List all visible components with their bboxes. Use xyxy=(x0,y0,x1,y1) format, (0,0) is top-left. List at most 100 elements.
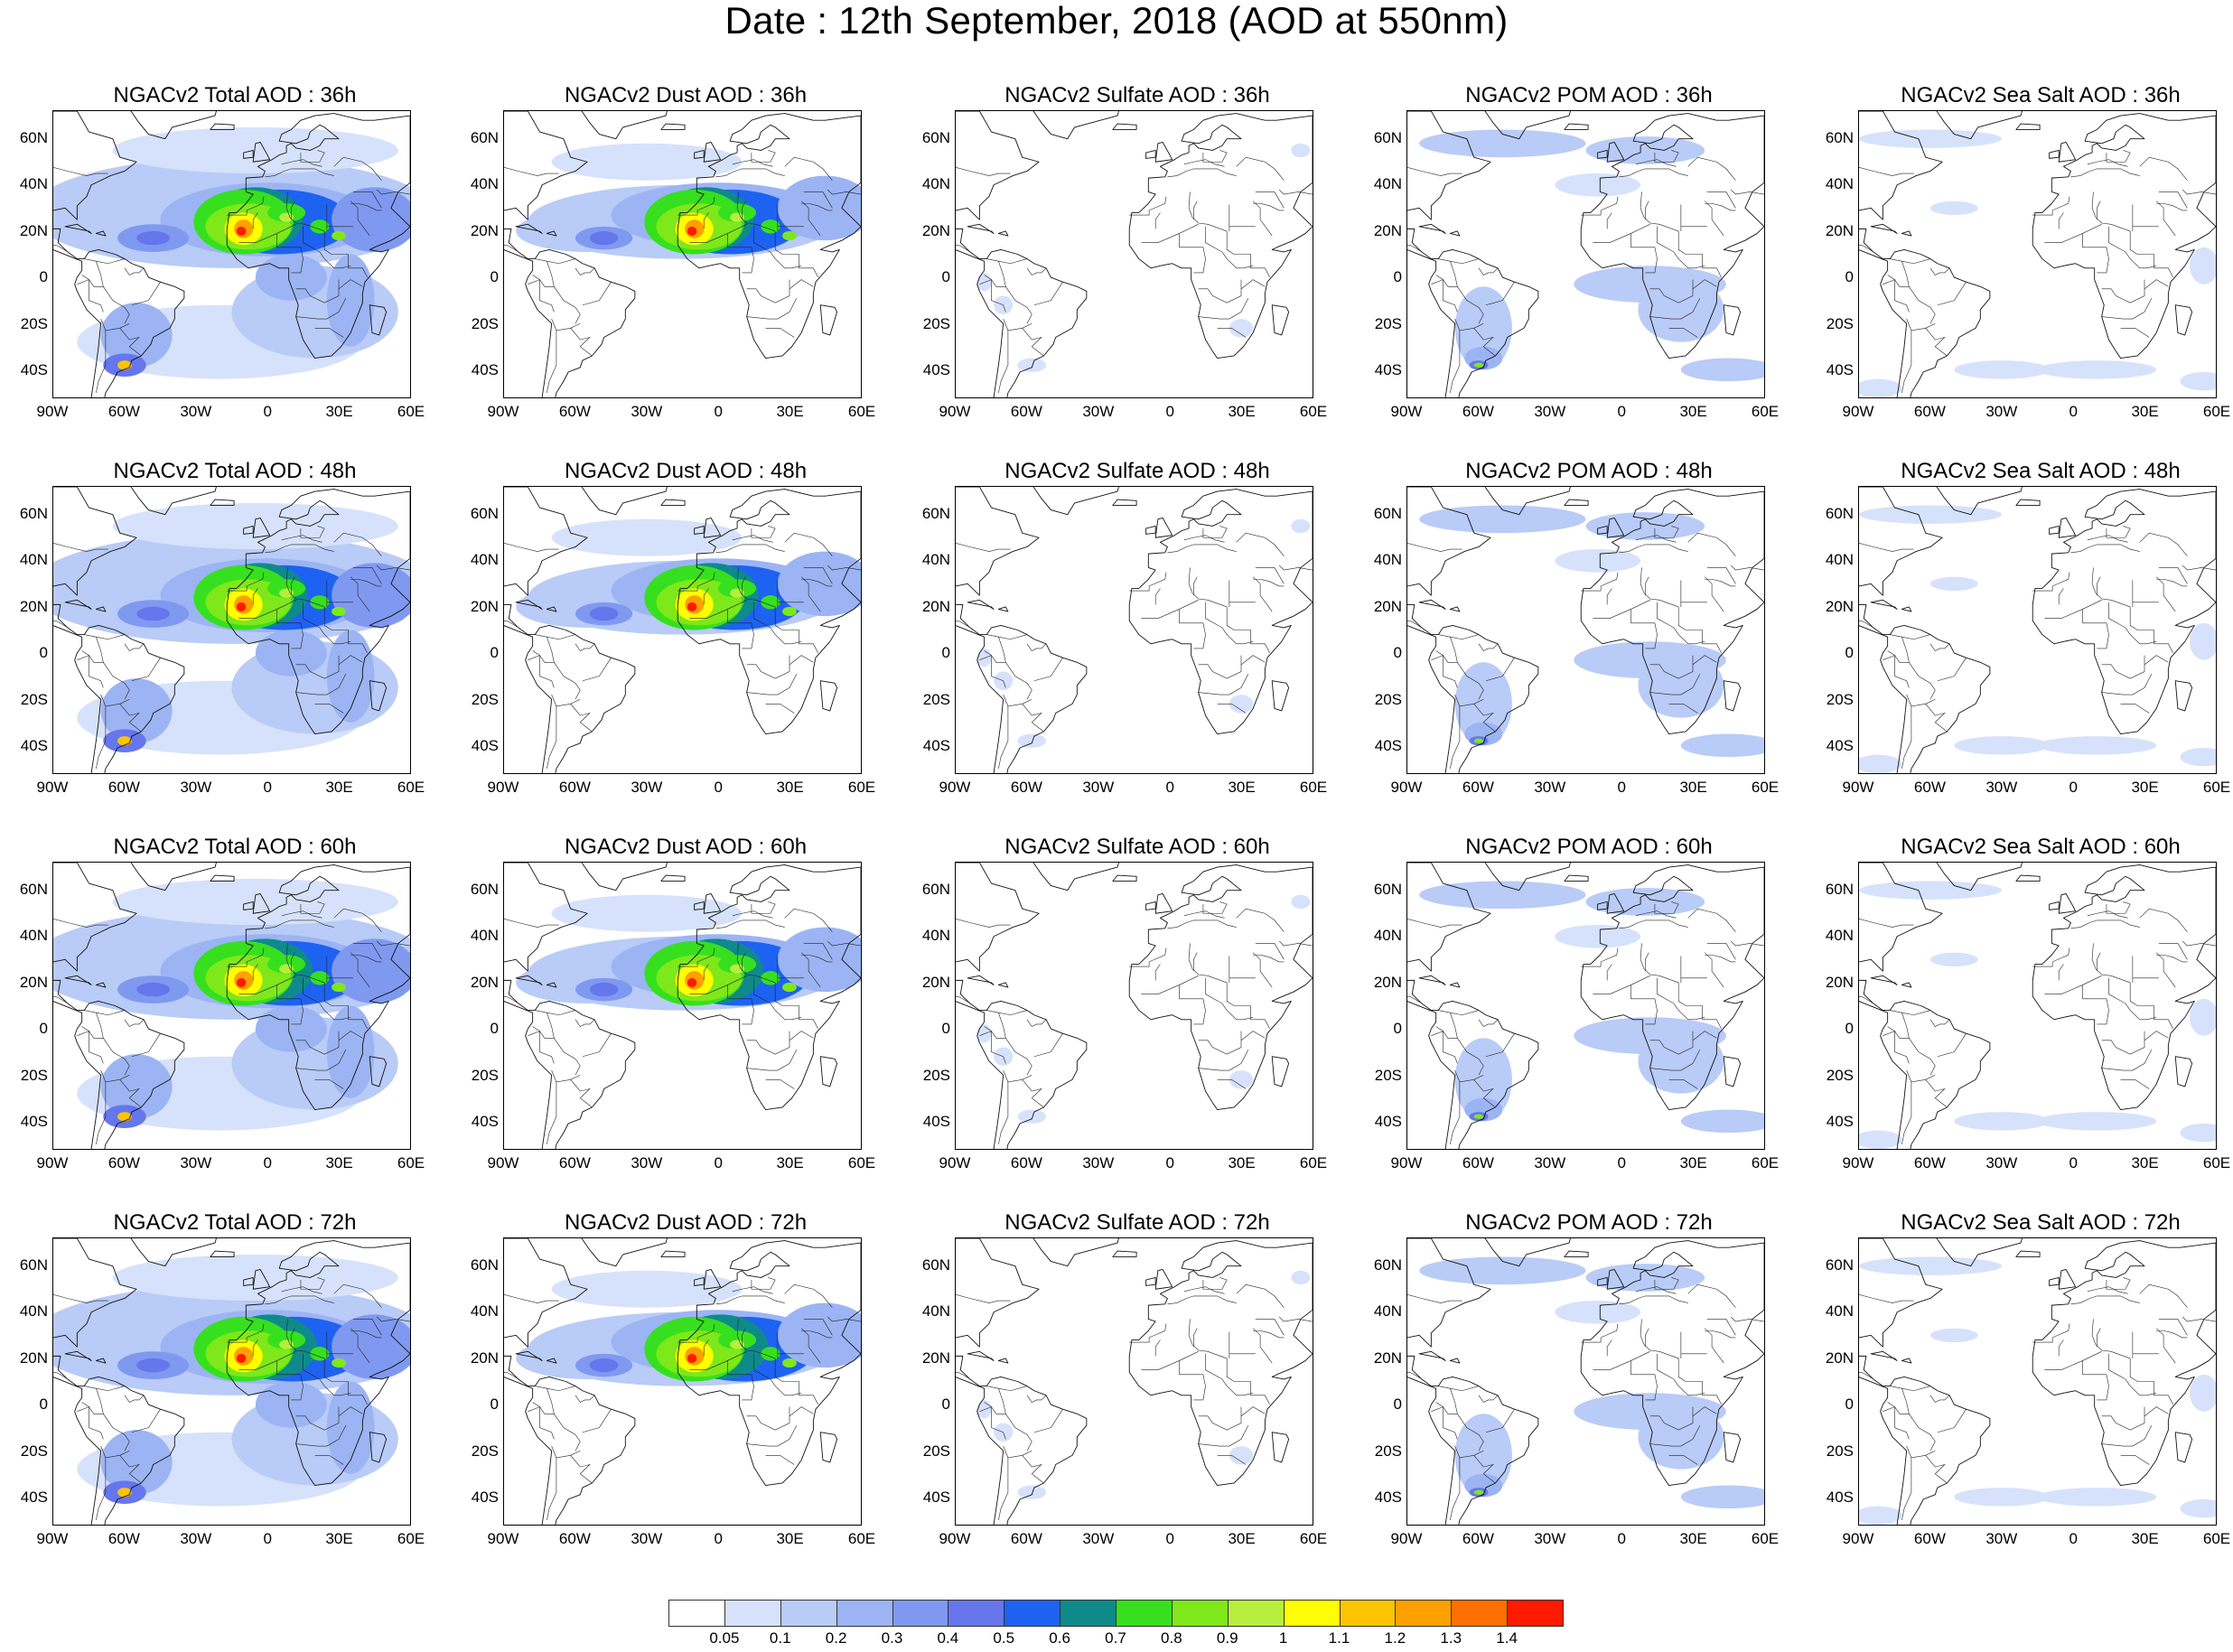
country-border xyxy=(1654,150,1679,163)
country-border xyxy=(1677,230,1722,278)
coastline xyxy=(1032,487,1119,516)
country-border xyxy=(1252,576,1273,612)
country-border xyxy=(1859,995,1873,1004)
country-border xyxy=(1593,600,1650,619)
country-border xyxy=(1906,1445,1936,1459)
country-border xyxy=(2106,150,2131,163)
panel-title: NGACv2 Sulfate AOD : 72h xyxy=(1004,1210,1270,1235)
coastline xyxy=(1407,487,1539,773)
colorbar-swatch xyxy=(1227,1600,1285,1627)
y-tick-label: 40N xyxy=(1373,175,1402,193)
y-tick-label: 20S xyxy=(922,1066,950,1084)
x-tick-label: 90W xyxy=(1390,1530,1423,1547)
aod-shade xyxy=(761,1347,780,1361)
country-border xyxy=(1901,1081,1912,1144)
country-border xyxy=(1485,282,1515,306)
country-border xyxy=(1640,567,1679,608)
y-tick-label: 60N xyxy=(1373,128,1402,146)
aod-shade xyxy=(112,878,398,926)
country-border xyxy=(1183,1286,1225,1294)
country-border xyxy=(119,1455,142,1484)
country-border xyxy=(1141,1351,1199,1370)
country-border xyxy=(1606,212,1612,229)
y-tick-label: 20N xyxy=(1373,1349,1402,1367)
x-tick-label: 30W xyxy=(631,1530,663,1547)
country-border xyxy=(582,1409,612,1433)
panel-title: NGACv2 POM AOD : 72h xyxy=(1465,1210,1713,1235)
coastline xyxy=(1723,1432,1742,1463)
colorbar-swatch xyxy=(1116,1600,1173,1627)
country-border xyxy=(753,602,802,645)
country-border xyxy=(784,908,833,932)
country-border xyxy=(1677,606,1722,654)
map-canvas xyxy=(1407,863,1764,1149)
coastlines xyxy=(1407,111,1764,397)
country-border xyxy=(333,532,382,556)
aod-shade xyxy=(589,1358,619,1373)
coastline xyxy=(1484,487,1571,516)
coastlines xyxy=(53,1238,410,1525)
coastline xyxy=(703,518,722,538)
aod-field xyxy=(1859,1256,2216,1525)
country-border xyxy=(784,532,833,556)
x-tick-label: 60W xyxy=(1462,1530,1494,1547)
country-border xyxy=(96,705,107,769)
country-border xyxy=(352,943,382,960)
coastline xyxy=(1936,111,2023,140)
aod-shade xyxy=(718,579,757,598)
y-tick-label: 20S xyxy=(1826,690,1854,708)
country-border xyxy=(677,1323,715,1343)
x-tick-label: 30W xyxy=(180,1530,212,1547)
country-border xyxy=(789,1406,814,1417)
country-border xyxy=(314,703,344,714)
map-canvas xyxy=(1859,487,2216,773)
aod-shade xyxy=(1930,201,1978,216)
coastline xyxy=(546,606,557,612)
country-border xyxy=(1407,1293,1462,1303)
country-border xyxy=(2044,1351,2102,1370)
panel-title: NGACv2 Dust AOD : 60h xyxy=(564,835,808,859)
country-border xyxy=(1202,901,1228,914)
y-tick-label: 40S xyxy=(471,1113,499,1131)
coastline xyxy=(95,606,107,612)
country-border xyxy=(131,658,161,682)
aod-shade xyxy=(326,1005,375,1098)
country-border xyxy=(703,212,709,229)
x-tick-label: 90W xyxy=(939,779,971,796)
country-border xyxy=(1226,230,1270,278)
y-tick-label: 0 xyxy=(941,1020,950,1038)
country-border xyxy=(1887,1013,1910,1039)
country-border xyxy=(774,982,818,1030)
aod-shade xyxy=(730,1339,744,1349)
aod-shade xyxy=(687,977,697,988)
y-tick-label: 40S xyxy=(1374,1113,1402,1131)
country-border xyxy=(238,1351,296,1370)
coastline xyxy=(252,518,271,538)
x-tick-label: 30W xyxy=(1985,1530,2018,1547)
y-tick-label: 40N xyxy=(19,1302,48,1321)
country-border xyxy=(281,910,322,919)
country-border xyxy=(504,244,519,253)
country-border xyxy=(376,940,410,947)
country-border xyxy=(1883,1031,1910,1064)
country-border xyxy=(100,318,130,331)
colorbar-label: 1.4 xyxy=(1496,1629,1518,1647)
coastline xyxy=(1407,111,1539,397)
country-border xyxy=(2108,977,2157,1021)
map-frame xyxy=(1406,862,1765,1150)
country-border xyxy=(774,1358,818,1405)
country-border xyxy=(303,602,351,645)
country-border xyxy=(252,964,258,981)
x-tick-label: 30E xyxy=(776,1154,804,1171)
colorbar-swatch xyxy=(724,1600,781,1627)
coastline xyxy=(1597,901,1608,910)
country-border xyxy=(81,261,104,287)
country-border xyxy=(103,662,130,700)
country-border xyxy=(2091,1319,2131,1359)
coastline xyxy=(1418,1350,1446,1361)
x-tick-label: 60W xyxy=(1462,1154,1494,1171)
country-border xyxy=(827,565,861,571)
x-tick-label: 30E xyxy=(325,1154,353,1171)
y-tick-label: 40S xyxy=(20,737,48,755)
x-tick-label: 90W xyxy=(36,1530,69,1547)
